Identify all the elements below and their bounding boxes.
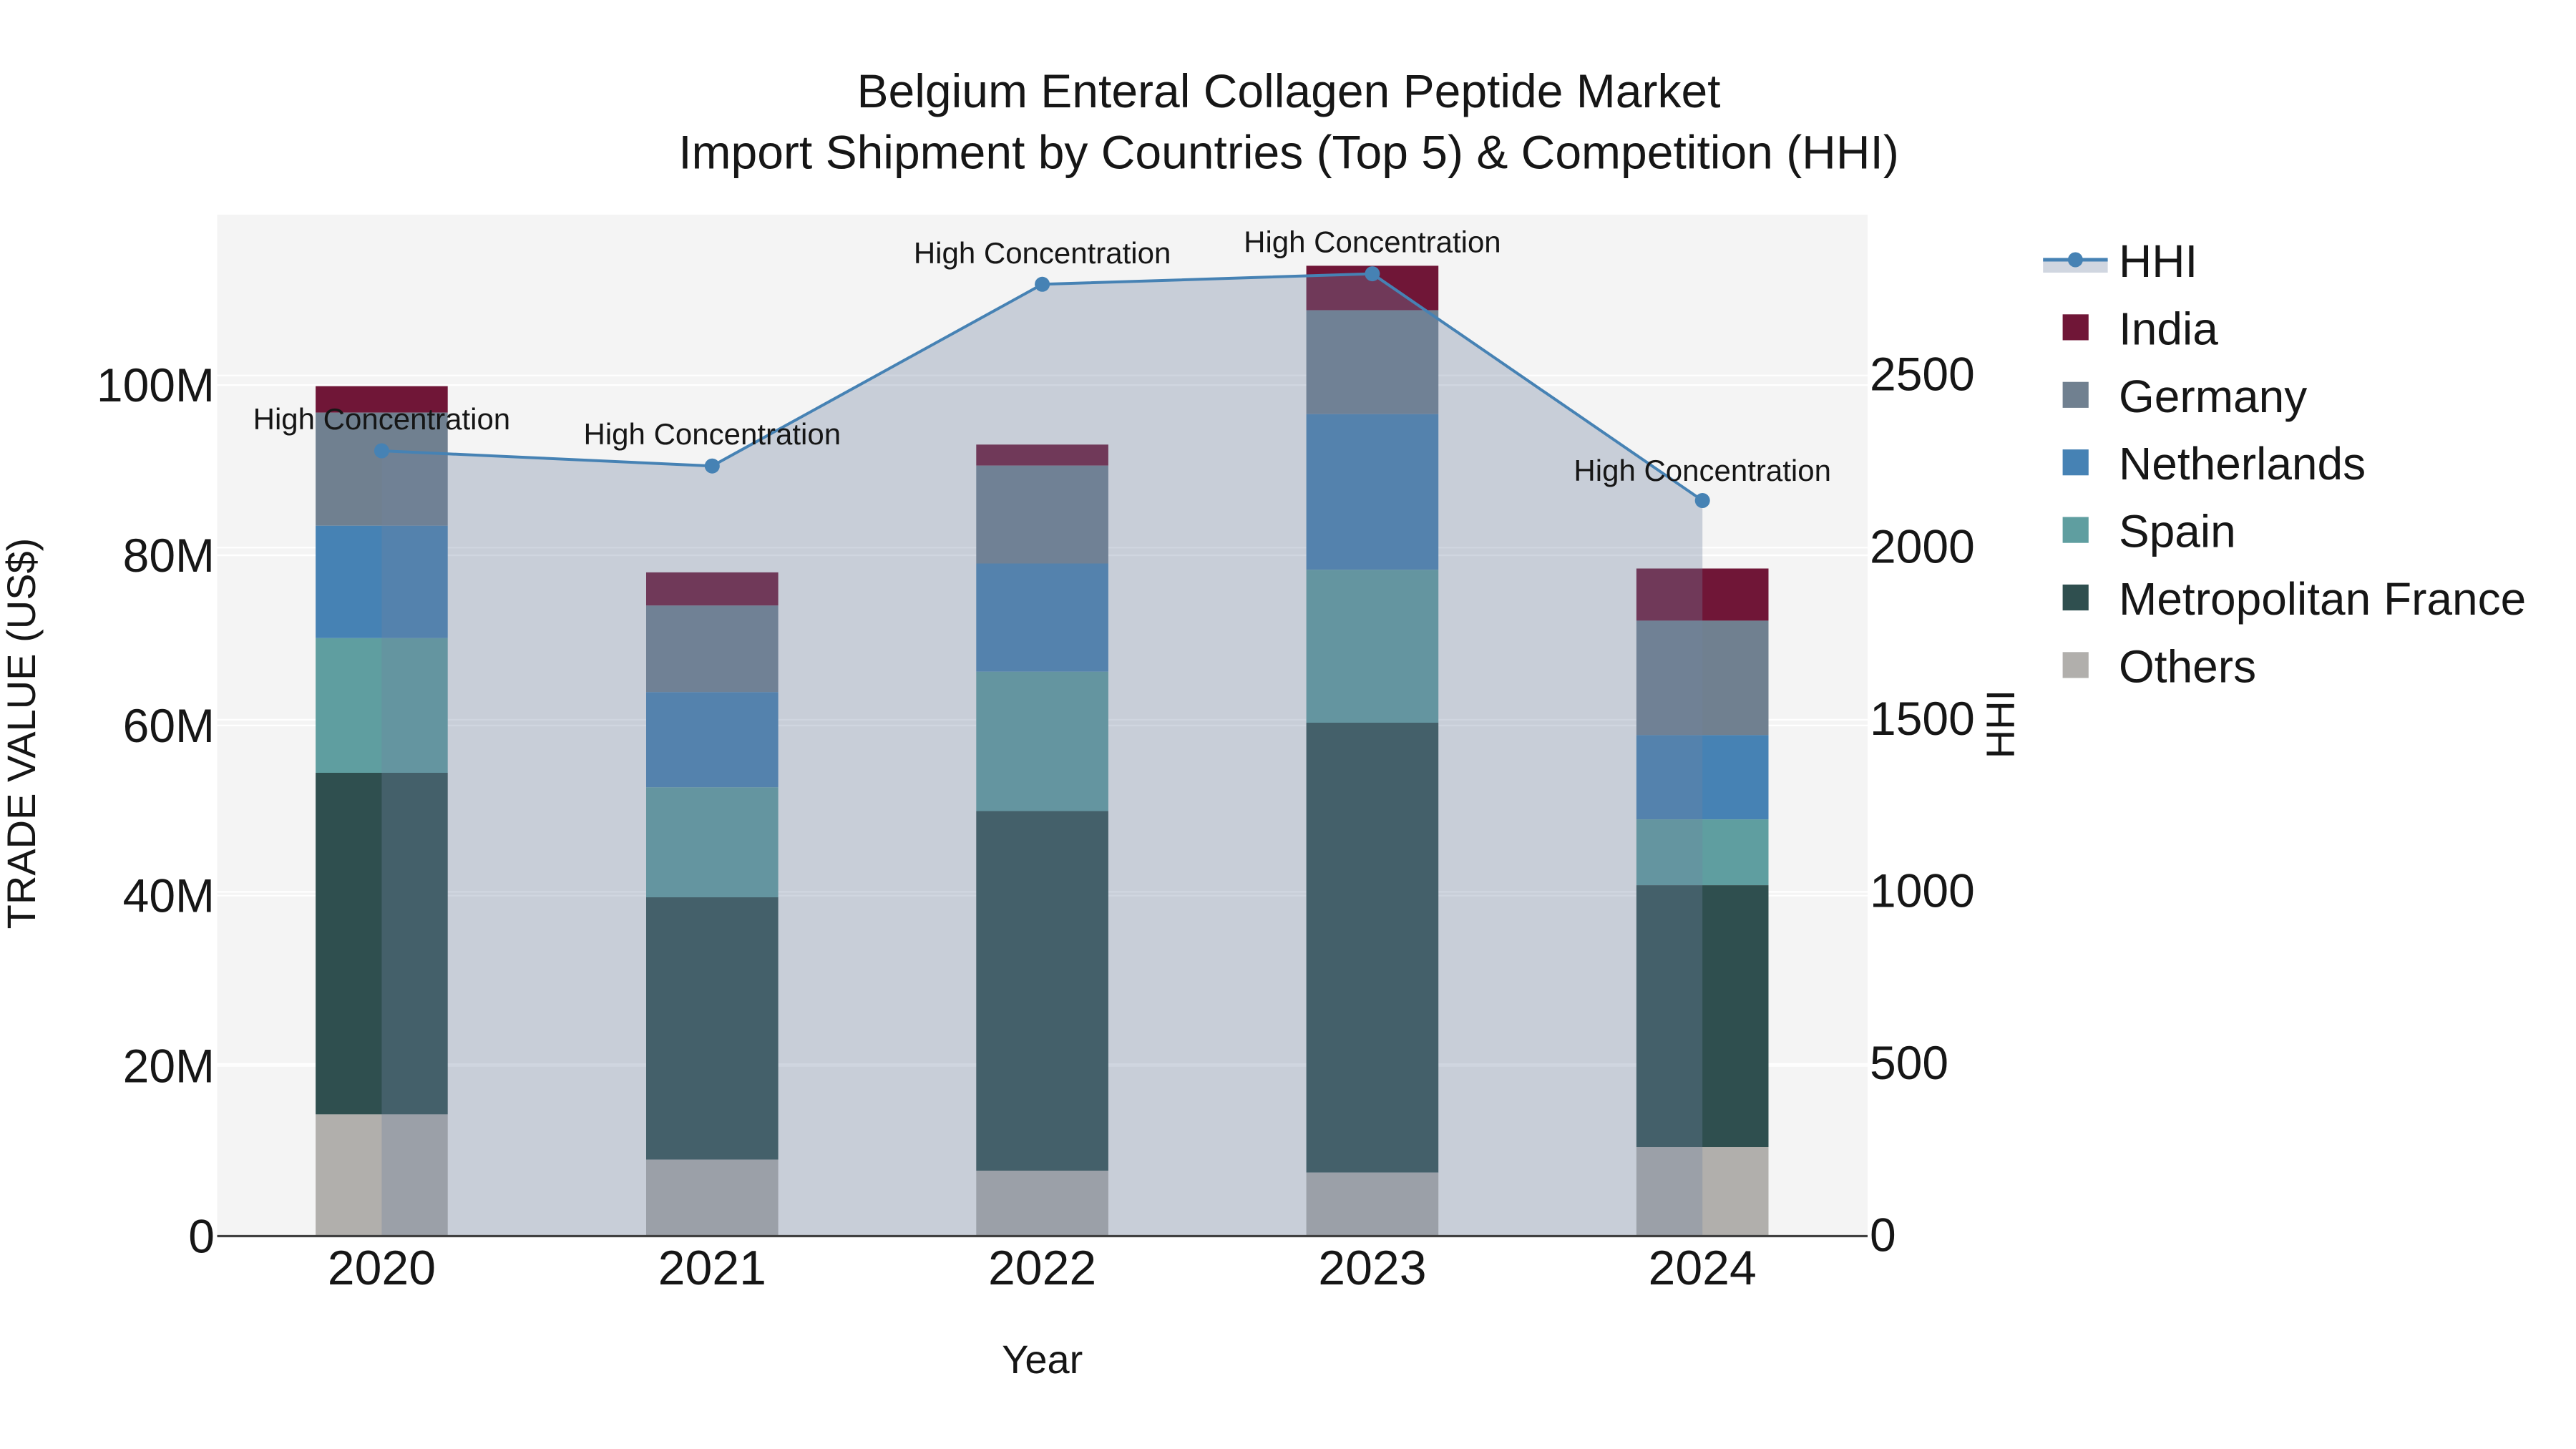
svg-text:TRADE VALUE (US$): TRADE VALUE (US$) xyxy=(0,538,44,930)
svg-text:0: 0 xyxy=(1870,1209,1896,1262)
svg-text:500: 500 xyxy=(1870,1036,1948,1089)
svg-text:2022: 2022 xyxy=(988,1241,1096,1295)
svg-text:Import Shipment by Countries (: Import Shipment by Countries (Top 5) & C… xyxy=(678,126,1899,179)
svg-text:High Concentration: High Concentration xyxy=(1574,454,1831,487)
svg-text:Others: Others xyxy=(2119,640,2256,692)
svg-text:Belgium Enteral Collagen Pepti: Belgium Enteral Collagen Peptide Market xyxy=(857,64,1721,117)
svg-text:100M: 100M xyxy=(97,358,215,411)
svg-text:2000: 2000 xyxy=(1870,519,1975,572)
svg-text:High Concentration: High Concentration xyxy=(584,417,841,451)
svg-text:HHI: HHI xyxy=(1978,690,2023,758)
svg-text:2020: 2020 xyxy=(328,1241,436,1295)
svg-text:1000: 1000 xyxy=(1870,864,1975,917)
svg-text:80M: 80M xyxy=(123,529,215,582)
svg-text:India: India xyxy=(2119,303,2218,354)
svg-text:2023: 2023 xyxy=(1318,1241,1426,1295)
svg-text:20M: 20M xyxy=(123,1040,215,1093)
svg-text:Germany: Germany xyxy=(2119,371,2307,422)
svg-text:HHI: HHI xyxy=(2119,235,2197,287)
svg-text:Netherlands: Netherlands xyxy=(2119,438,2366,489)
svg-text:1500: 1500 xyxy=(1870,692,1975,745)
svg-text:0: 0 xyxy=(188,1210,215,1263)
svg-text:Metropolitan France: Metropolitan France xyxy=(2119,573,2526,625)
svg-text:2500: 2500 xyxy=(1870,348,1975,401)
svg-text:Year: Year xyxy=(1002,1337,1083,1382)
svg-text:40M: 40M xyxy=(123,869,215,922)
svg-text:60M: 60M xyxy=(123,699,215,752)
svg-text:Spain: Spain xyxy=(2119,506,2236,557)
svg-text:High Concentration: High Concentration xyxy=(1244,225,1501,259)
svg-text:2024: 2024 xyxy=(1649,1241,1757,1295)
svg-text:High Concentration: High Concentration xyxy=(253,402,511,436)
svg-text:High Concentration: High Concentration xyxy=(914,236,1171,270)
svg-text:2021: 2021 xyxy=(658,1241,766,1295)
